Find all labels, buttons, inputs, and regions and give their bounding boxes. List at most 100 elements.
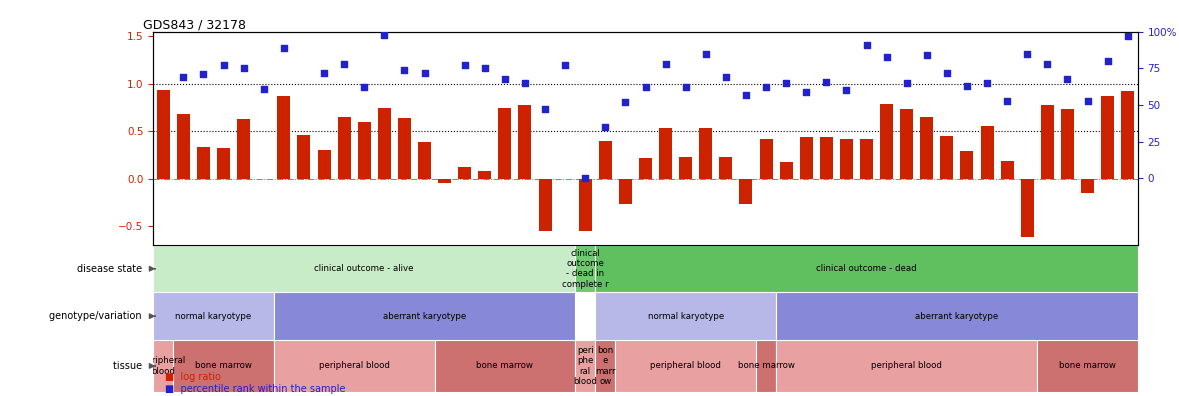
Bar: [659, 128, 672, 179]
Point: [837, 87, 856, 93]
Text: peripheral
blood: peripheral blood: [141, 356, 185, 376]
Point: [555, 62, 574, 69]
Bar: [277, 96, 290, 179]
Point: [1038, 61, 1056, 67]
Bar: [739, 179, 752, 204]
Text: peri
phe
ral
blood: peri phe ral blood: [573, 346, 598, 386]
Point: [575, 175, 594, 181]
Point: [495, 76, 514, 82]
Point: [535, 106, 554, 112]
Point: [355, 84, 374, 91]
Point: [637, 84, 656, 91]
Point: [1078, 97, 1096, 104]
Point: [977, 80, 996, 86]
Text: normal karyotype: normal karyotype: [176, 312, 251, 321]
Bar: [719, 157, 732, 179]
Text: bone marrow: bone marrow: [738, 362, 795, 371]
Bar: [539, 179, 552, 231]
Point: [415, 70, 434, 76]
Bar: [519, 105, 532, 179]
Point: [475, 65, 494, 72]
Point: [435, 1, 454, 7]
Bar: [921, 117, 934, 179]
Point: [817, 78, 836, 85]
Bar: [776, 340, 1038, 392]
Point: [595, 124, 614, 130]
Point: [777, 80, 796, 86]
Bar: [880, 104, 894, 179]
Point: [737, 91, 756, 98]
Bar: [575, 245, 595, 293]
Point: [154, 0, 173, 6]
Point: [275, 45, 294, 51]
Point: [255, 86, 274, 92]
Bar: [1041, 105, 1054, 179]
Bar: [981, 126, 994, 179]
Bar: [579, 179, 592, 231]
Bar: [595, 340, 615, 392]
Bar: [619, 179, 632, 204]
Bar: [595, 245, 1138, 293]
Point: [295, 10, 314, 16]
Bar: [1001, 161, 1014, 179]
Point: [375, 31, 394, 38]
Bar: [1021, 179, 1034, 238]
Point: [235, 65, 253, 72]
Bar: [197, 147, 210, 179]
Bar: [435, 340, 575, 392]
Text: disease state: disease state: [77, 264, 149, 274]
Bar: [377, 109, 391, 179]
Bar: [779, 162, 792, 179]
Bar: [639, 158, 652, 179]
Bar: [274, 340, 435, 392]
Text: ■  percentile rank within the sample: ■ percentile rank within the sample: [165, 384, 345, 394]
Text: peripheral blood: peripheral blood: [318, 362, 389, 371]
Bar: [776, 293, 1138, 340]
Bar: [595, 293, 776, 340]
Bar: [615, 340, 756, 392]
Text: ■  log ratio: ■ log ratio: [165, 372, 220, 382]
Text: genotype/variation: genotype/variation: [50, 311, 149, 321]
Bar: [1121, 91, 1134, 179]
Point: [957, 83, 976, 89]
Point: [757, 84, 776, 91]
Bar: [839, 139, 852, 179]
Text: clinical
outcome
- dead in
complete r: clinical outcome - dead in complete r: [562, 249, 608, 289]
Bar: [419, 142, 432, 179]
Text: bon
e
marr
ow: bon e marr ow: [595, 346, 615, 386]
Point: [615, 99, 634, 105]
Bar: [153, 293, 274, 340]
Point: [315, 70, 334, 76]
Point: [657, 61, 676, 67]
Point: [1017, 51, 1036, 57]
Text: normal karyotype: normal karyotype: [647, 312, 724, 321]
Bar: [439, 179, 452, 183]
Point: [1118, 33, 1137, 39]
Text: aberrant karyotype: aberrant karyotype: [383, 312, 466, 321]
Text: bone marrow: bone marrow: [1059, 362, 1117, 371]
Point: [937, 70, 956, 76]
Point: [997, 97, 1016, 104]
Point: [917, 52, 936, 58]
Bar: [1061, 109, 1074, 179]
Bar: [756, 340, 776, 392]
Text: clinical outcome - dead: clinical outcome - dead: [816, 264, 917, 273]
Point: [395, 67, 414, 73]
Bar: [297, 135, 310, 179]
Bar: [1101, 96, 1114, 179]
Bar: [153, 340, 173, 392]
Text: aberrant karyotype: aberrant karyotype: [915, 312, 999, 321]
Point: [215, 62, 233, 69]
Bar: [819, 137, 832, 179]
Text: GDS843 / 32178: GDS843 / 32178: [144, 19, 246, 32]
Bar: [575, 340, 595, 392]
Bar: [317, 150, 330, 179]
Bar: [459, 167, 472, 179]
Bar: [153, 245, 575, 293]
Bar: [679, 157, 692, 179]
Point: [1098, 58, 1117, 64]
Bar: [479, 171, 492, 179]
Point: [515, 80, 534, 86]
Point: [174, 74, 193, 80]
Point: [697, 51, 716, 57]
